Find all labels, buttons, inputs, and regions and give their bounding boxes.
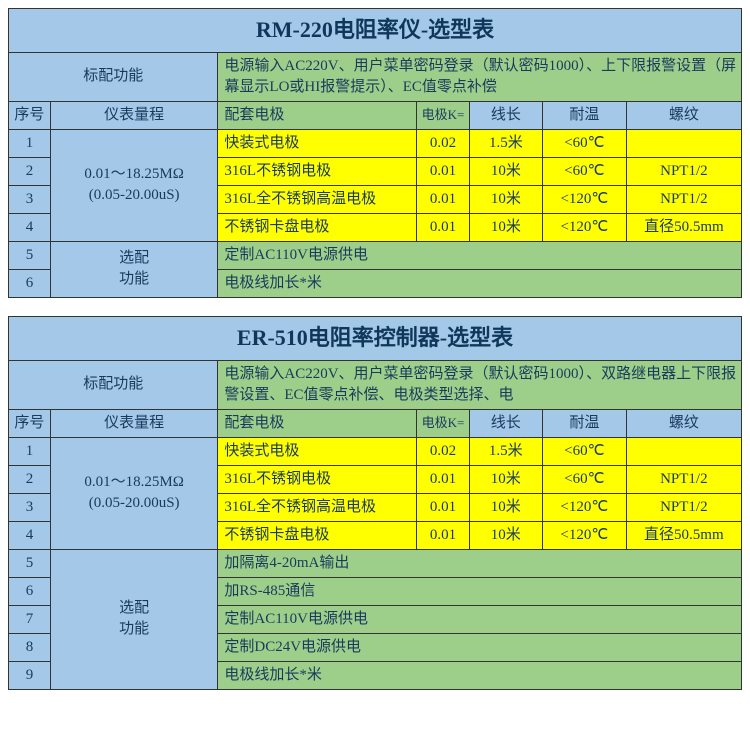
table2-std-desc: 电源输入AC220V、用户菜单密码登录（默认密码1000）、双路继电器上下限报警… [218, 360, 742, 409]
hdr-electrode: 配套电极 [218, 101, 417, 129]
hdr-thread: 螺纹 [626, 101, 741, 129]
table-rm220: RM-220电阻率仪-选型表 标配功能 电源输入AC220V、用户菜单密码登录（… [8, 8, 742, 298]
table1-std-desc: 电源输入AC220V、用户菜单密码登录（默认密码1000）、上下限报警设置（屏幕… [218, 52, 742, 101]
t1-range: 0.01～18.25MΩ (0.05-20.00uS) [50, 129, 218, 241]
t1-r1-t: <60℃ [543, 129, 627, 157]
t1-r1-elec: 快装式电极 [218, 129, 417, 157]
table1-title: RM-220电阻率仪-选型表 [9, 9, 742, 53]
table2-title: ER-510电阻率控制器-选型表 [9, 316, 742, 360]
hdr-length: 线长 [469, 101, 542, 129]
table-er510: ER-510电阻率控制器-选型表 标配功能 电源输入AC220V、用户菜单密码登… [8, 316, 742, 690]
hdr-temp: 耐温 [543, 101, 627, 129]
std-func-label: 标配功能 [9, 52, 218, 101]
hdr-k: 电极K= [417, 101, 469, 129]
hdr-range: 仪表量程 [50, 101, 218, 129]
opt-func-label: 选配 功能 [50, 241, 218, 297]
t1-r1-th [626, 129, 741, 157]
t1-r1-n: 1 [9, 129, 51, 157]
hdr-seq: 序号 [9, 101, 51, 129]
t1-r1-k: 0.02 [417, 129, 469, 157]
t1-r1-len: 1.5米 [469, 129, 542, 157]
